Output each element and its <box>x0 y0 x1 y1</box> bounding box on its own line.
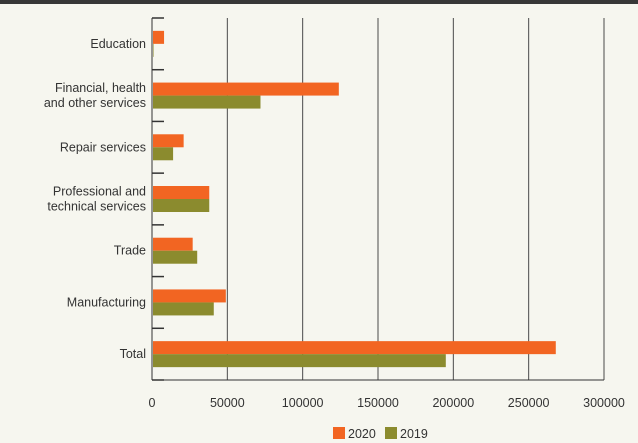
bar-2020 <box>153 134 184 148</box>
bar-2020 <box>153 289 226 303</box>
bar-2019 <box>153 43 154 57</box>
x-tick-label: 300000 <box>583 396 625 410</box>
bar-2020 <box>153 341 556 355</box>
bar-2020 <box>153 237 193 251</box>
bar-2019 <box>153 250 198 264</box>
category-label: Repair services <box>60 140 146 154</box>
bar-2020 <box>153 186 210 199</box>
bar-2020 <box>153 82 339 96</box>
x-tick-label: 250000 <box>508 396 550 410</box>
category-label: Total <box>120 347 146 361</box>
legend-label: 2019 <box>400 427 428 441</box>
cropped-title-strip <box>0 0 638 4</box>
x-tick-label: 50000 <box>210 396 245 410</box>
legend-label: 2020 <box>348 427 376 441</box>
category-label: Manufacturing <box>67 295 146 309</box>
category-label: technical services <box>47 200 146 214</box>
x-tick-label: 150000 <box>357 396 399 410</box>
x-tick-label: 0 <box>149 396 156 410</box>
bar-2019 <box>153 95 261 109</box>
category-label: Trade <box>114 244 146 258</box>
bar-2019 <box>153 147 174 161</box>
bar-2019 <box>153 354 446 368</box>
legend-swatch-2019 <box>385 427 397 439</box>
category-label: Education <box>90 37 146 51</box>
bar-2019 <box>153 302 214 316</box>
x-tick-label: 200000 <box>432 396 474 410</box>
category-label: and other services <box>44 96 146 110</box>
category-label: Financial, health <box>55 81 146 95</box>
category-label: Professional and <box>53 185 146 199</box>
bar-2019 <box>153 199 210 212</box>
legend-swatch-2020 <box>333 427 345 439</box>
bar-2020 <box>153 30 165 44</box>
x-tick-label: 100000 <box>282 396 324 410</box>
